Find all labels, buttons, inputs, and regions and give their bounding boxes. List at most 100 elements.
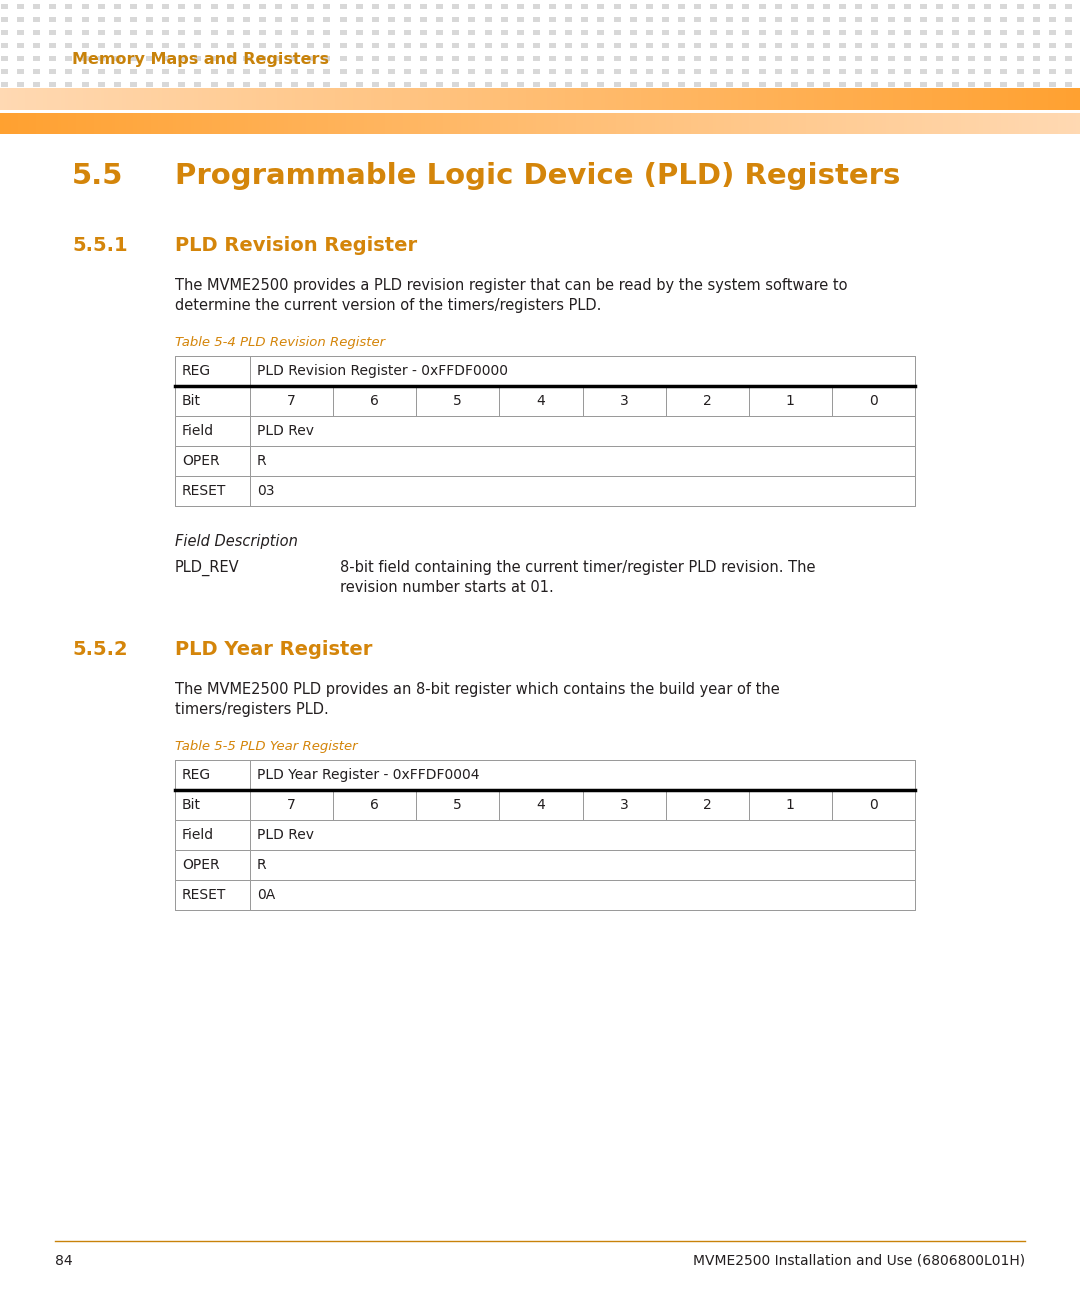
Bar [953, 4, 959, 9]
Bar [407, 113, 411, 133]
Bar [485, 43, 491, 48]
Bar [630, 17, 636, 22]
Bar [144, 113, 149, 133]
Text: 03: 03 [257, 483, 274, 498]
Text: PLD Revision Register: PLD Revision Register [175, 236, 417, 255]
Bar [678, 43, 685, 48]
Bar [1023, 113, 1027, 133]
Bar [1077, 88, 1080, 110]
Bar [986, 88, 991, 110]
Bar [821, 113, 825, 133]
Bar [372, 17, 379, 22]
Bar [623, 113, 627, 133]
Bar [381, 88, 387, 110]
Bar [424, 113, 430, 133]
Bar [975, 113, 981, 133]
Bar [591, 113, 595, 133]
Bar [234, 88, 239, 110]
Bar [355, 4, 363, 9]
Bar [1040, 113, 1045, 133]
Bar [162, 43, 170, 48]
Bar [308, 17, 314, 22]
Bar [259, 82, 266, 87]
Bar [774, 30, 782, 35]
Bar [324, 113, 328, 133]
Bar [388, 69, 395, 74]
Bar [867, 113, 873, 133]
Bar [82, 30, 89, 35]
Bar [29, 113, 33, 133]
Bar [191, 88, 195, 110]
Bar [662, 69, 669, 74]
Bar [921, 88, 927, 110]
Bar [900, 88, 905, 110]
Bar [953, 17, 959, 22]
Bar [1049, 30, 1056, 35]
Bar [583, 88, 588, 110]
Bar [774, 4, 782, 9]
Bar [259, 4, 266, 9]
Bar [1065, 82, 1071, 87]
Bar [1034, 113, 1038, 133]
Bar [522, 88, 527, 110]
Bar [543, 113, 549, 133]
Text: The MVME2500 provides a PLD revision register that can be read by the system sof: The MVME2500 provides a PLD revision reg… [175, 279, 848, 293]
Bar [364, 113, 368, 133]
Bar [626, 113, 631, 133]
Bar [388, 30, 395, 35]
Bar [640, 113, 646, 133]
Bar [243, 56, 249, 61]
Bar [651, 113, 657, 133]
Bar [532, 56, 540, 61]
Bar [529, 88, 534, 110]
Bar [532, 4, 540, 9]
Bar [688, 113, 692, 133]
Bar [853, 88, 858, 110]
Bar [904, 17, 910, 22]
Bar [630, 56, 636, 61]
Bar [339, 4, 347, 9]
Text: Field: Field [183, 424, 214, 438]
Bar [646, 82, 652, 87]
Bar [576, 88, 581, 110]
Bar [213, 88, 217, 110]
Bar [586, 88, 592, 110]
Text: 3: 3 [620, 798, 629, 813]
Bar [872, 56, 878, 61]
Bar [511, 113, 516, 133]
Bar [770, 113, 775, 133]
Bar [662, 88, 667, 110]
Bar [162, 88, 166, 110]
Text: 6: 6 [370, 394, 379, 408]
Bar [738, 113, 743, 133]
Bar [1016, 17, 1024, 22]
Bar [295, 88, 300, 110]
Bar [175, 820, 915, 850]
Bar [323, 69, 330, 74]
Bar [208, 88, 214, 110]
Bar [888, 30, 894, 35]
Bar [259, 30, 266, 35]
Bar [665, 791, 748, 820]
Bar [532, 82, 540, 87]
Bar [953, 82, 959, 87]
Bar [565, 4, 572, 9]
Bar [853, 113, 858, 133]
Bar [50, 69, 56, 74]
Bar [774, 88, 779, 110]
Bar [420, 4, 427, 9]
Bar [791, 30, 798, 35]
Bar [388, 43, 395, 48]
Bar [1004, 88, 1009, 110]
Bar [759, 113, 765, 133]
Bar [678, 17, 685, 22]
Bar [764, 113, 768, 133]
Bar [907, 88, 912, 110]
Bar [392, 113, 397, 133]
Bar [230, 88, 235, 110]
Bar [678, 82, 685, 87]
Bar [130, 17, 137, 22]
Bar [980, 113, 984, 133]
Bar [583, 113, 588, 133]
Bar [0, 88, 4, 110]
